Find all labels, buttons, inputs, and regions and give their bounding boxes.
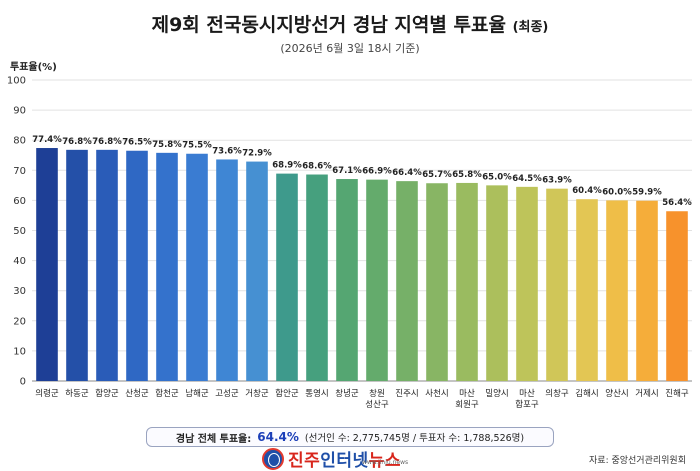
value-label: 75.5%	[182, 141, 212, 151]
bar	[306, 174, 328, 381]
value-label: 67.1%	[332, 166, 362, 176]
category-label: 거창군	[245, 389, 269, 399]
y-tick-label: 60	[13, 196, 26, 207]
logo-text: 진주인터넷뉴스	[288, 451, 401, 471]
y-tick-label: 80	[13, 136, 26, 147]
value-label: 76.8%	[92, 137, 122, 147]
y-tick-label: 10	[13, 346, 26, 357]
category-label: 함양군	[95, 388, 119, 399]
category-label: 의령군	[35, 388, 59, 399]
category-label: 마산 합포구	[515, 388, 539, 410]
bar	[216, 159, 238, 381]
chart-title: 제9회 전국동시지방선거 경남 지역별 투표율 (최종)	[0, 10, 700, 37]
bar	[276, 173, 298, 381]
category-label: 김해시	[575, 388, 598, 399]
bar	[576, 199, 598, 381]
bar	[66, 149, 88, 381]
value-label: 72.9%	[242, 149, 272, 159]
category-label: 진해구	[665, 388, 689, 399]
category-label: 사천시	[425, 388, 448, 399]
y-tick-label: 50	[13, 226, 26, 237]
value-label: 64.5%	[512, 174, 542, 184]
bar	[366, 179, 388, 381]
bar	[186, 153, 208, 381]
value-label: 76.8%	[62, 137, 92, 147]
bar	[516, 186, 538, 381]
total-label: 경남 전체 투표율:	[175, 433, 252, 445]
chart-subtitle: (2026년 6월 3일 18시 기준)	[280, 42, 420, 55]
value-label: 75.8%	[152, 140, 182, 150]
category-label: 하동군	[65, 388, 89, 399]
category-label: 고성군	[215, 389, 239, 399]
bar	[336, 179, 358, 381]
category-label: 통영시	[305, 388, 328, 399]
y-tick-label: 40	[13, 256, 26, 267]
bar	[36, 148, 58, 381]
y-tick-label: 20	[13, 316, 26, 327]
value-label: 60.4%	[572, 186, 602, 196]
value-label: 68.9%	[272, 161, 302, 171]
value-label: 77.4%	[32, 135, 62, 145]
bar	[546, 188, 568, 381]
bar	[606, 200, 628, 381]
news-logo: 진주인터넷뉴스 www.jinju.news	[262, 446, 408, 471]
total-value: 64.4%	[257, 430, 299, 444]
value-label: 66.9%	[362, 167, 392, 177]
category-label: 창원 성산구	[365, 389, 389, 410]
bars	[36, 148, 688, 381]
bar	[96, 149, 118, 381]
category-label: 의창구	[545, 388, 569, 399]
category-label: 합천군	[155, 388, 179, 399]
value-label: 63.9%	[542, 176, 572, 186]
value-label: 73.6%	[212, 146, 242, 156]
bar	[126, 150, 148, 381]
bar	[666, 211, 688, 381]
y-tick-labels: 0 10 20 30 40 50 60 70 80 90 100	[7, 76, 26, 388]
bar	[636, 200, 658, 381]
y-tick-label: 70	[13, 166, 26, 177]
value-label: 68.6%	[302, 162, 332, 172]
bar	[156, 152, 178, 381]
bar	[396, 181, 418, 381]
value-label: 65.0%	[482, 172, 512, 182]
value-label: 65.8%	[452, 170, 482, 180]
title-main: 제9회 전국동시지방선거 경남 지역별 투표율	[151, 14, 506, 36]
category-label: 밀양시	[485, 388, 508, 399]
logo-url: www.jinju.news	[362, 459, 409, 466]
source-note: 자료: 중앙선거관리위원회	[589, 456, 686, 466]
y-axis-label: 투표율(%)	[10, 62, 57, 73]
category-label: 함안군	[275, 388, 299, 399]
category-label: 산청군	[125, 388, 149, 399]
category-label: 거제시	[635, 389, 658, 399]
bar	[246, 161, 268, 381]
category-label: 마산 회원구	[455, 388, 479, 410]
category-label: 남해군	[185, 389, 209, 399]
title-suffix: (최종)	[512, 20, 549, 35]
value-label: 60.0%	[602, 187, 632, 197]
total-detail: (선거인 수: 2,775,745명 / 투표자 수: 1,788,526명)	[304, 433, 525, 444]
value-label: 65.7%	[422, 170, 452, 180]
category-label: 진주시	[395, 388, 418, 399]
total-turnout-box: 경남 전체 투표율: 64.4% (선거인 수: 2,775,745명 / 투표…	[146, 427, 554, 447]
value-label: 59.9%	[632, 188, 662, 198]
value-label: 56.4%	[662, 198, 692, 208]
value-label: 66.4%	[392, 168, 422, 178]
category-label: 양산시	[605, 388, 628, 399]
y-tick-label: 30	[13, 286, 26, 297]
y-tick-label: 90	[13, 106, 26, 117]
value-label: 76.5%	[122, 138, 152, 148]
bar	[456, 182, 478, 381]
globe-icon	[262, 447, 284, 470]
y-tick-label: 0	[20, 377, 26, 388]
y-tick-label: 100	[7, 76, 26, 87]
category-label: 창녕군	[335, 389, 359, 399]
value-labels: 77.4% 76.8% 76.8% 76.5% 75.8% 75.5%73.6% 72.9%…	[32, 135, 692, 208]
category-labels: 의령군 하동군 함양군 산청군 합천군 남해군 고성군 거창군 함안군 통영시 창녕군 창원 성산구 진주…	[35, 388, 689, 410]
bar	[486, 185, 508, 381]
bar	[426, 183, 448, 381]
